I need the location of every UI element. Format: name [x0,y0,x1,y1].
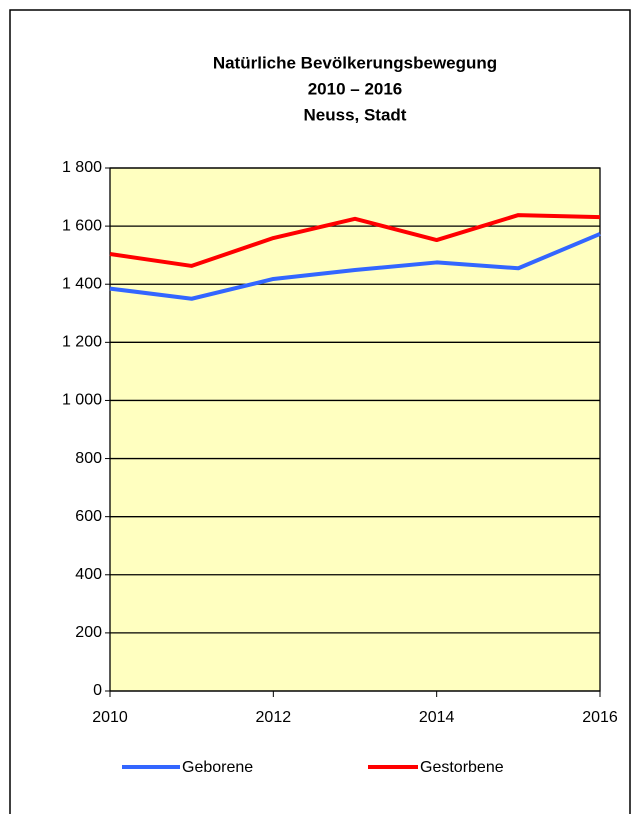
y-tick-label: 200 [75,624,102,641]
y-tick-label: 1 200 [62,334,102,351]
y-tick-label: 1 400 [62,275,102,292]
y-tick-label: 1 600 [62,217,102,234]
x-tick-label: 2016 [582,709,618,726]
x-tick-label: 2010 [92,709,128,726]
data-line [109,213,601,268]
data-line [109,232,601,301]
y-tick-label: 600 [75,508,102,525]
plot-border [109,167,601,692]
chart-border [9,9,631,814]
legend-label: Geborene [182,759,253,776]
plot-area [110,168,600,691]
y-tick-label: 0 [93,682,102,699]
x-tick-label: 2014 [419,709,455,726]
chart-title: Neuss, Stadt [304,105,407,124]
x-tick-label: 2012 [256,709,292,726]
y-tick-label: 400 [75,566,102,583]
chart-title: 2010 – 2016 [308,79,403,98]
y-tick-label: 1 800 [62,159,102,176]
y-tick-label: 800 [75,450,102,467]
y-tick-label: 1 000 [62,392,102,409]
legend-label: Gestorbene [420,759,504,776]
chart-title: Natürliche Bevölkerungsbewegung [213,53,497,72]
